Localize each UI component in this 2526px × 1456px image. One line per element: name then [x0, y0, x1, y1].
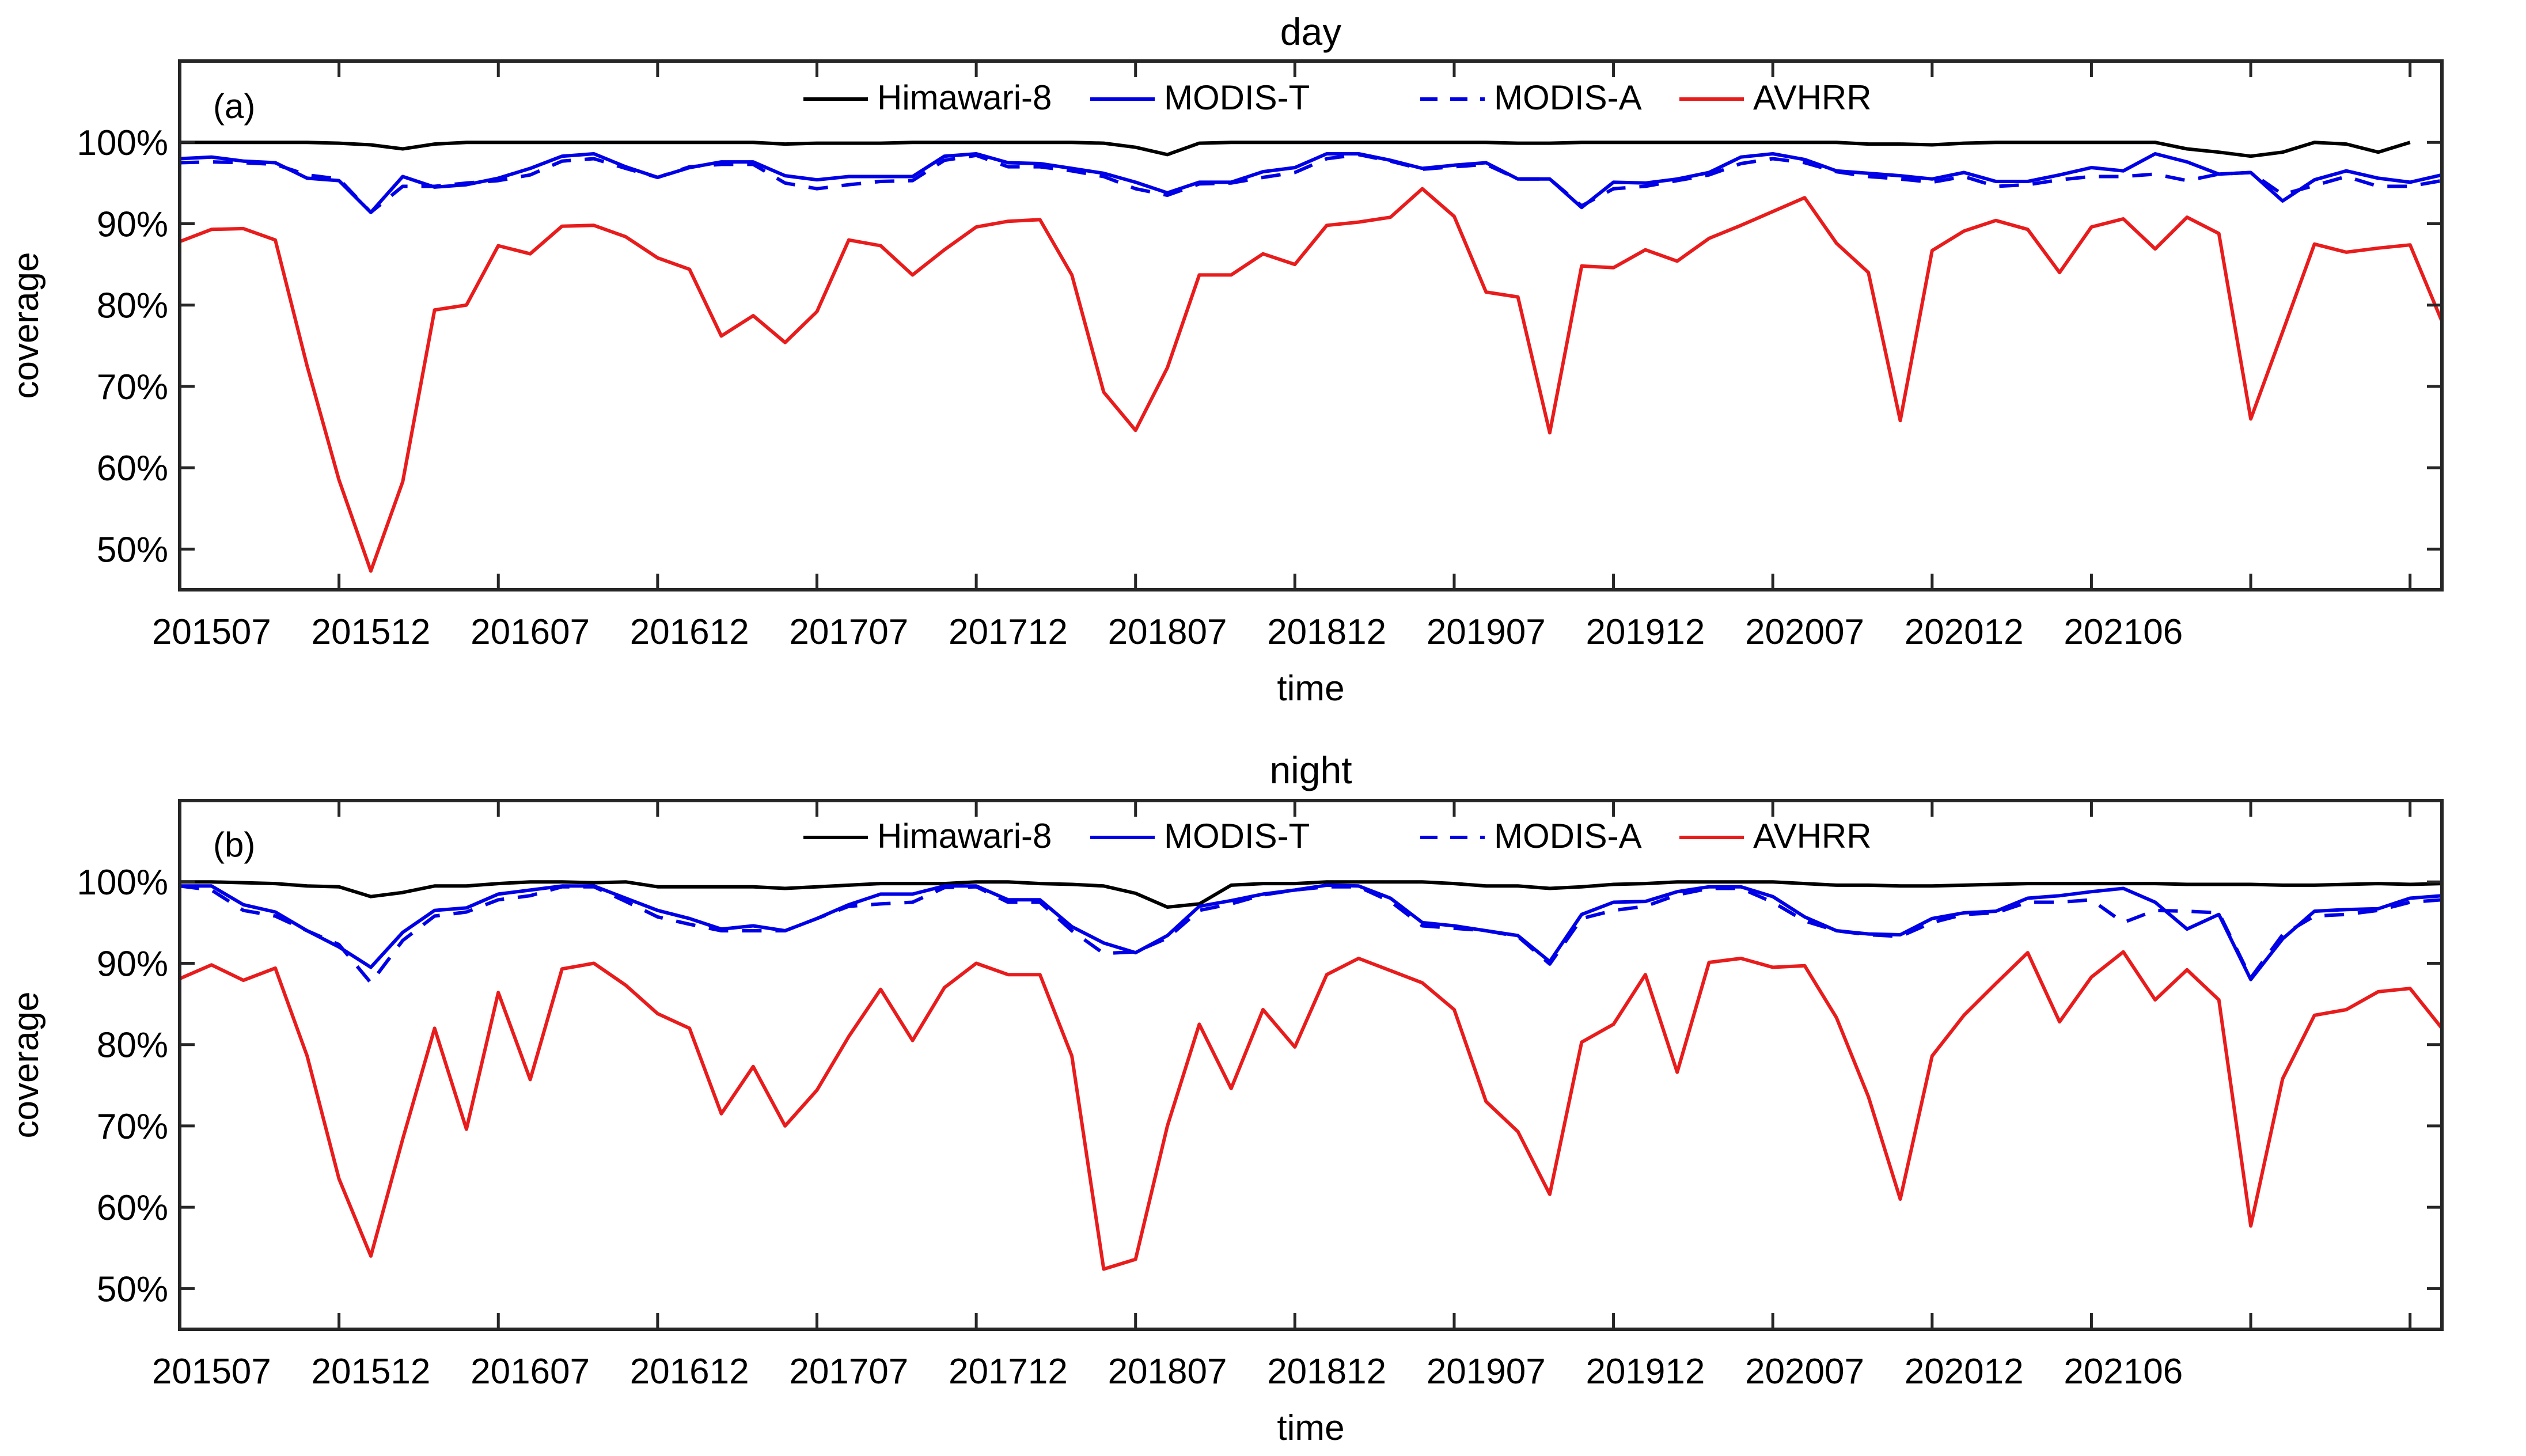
y-tick-label: 60%	[97, 449, 168, 488]
series-line-modis-a	[179, 884, 2442, 985]
legend: Himawari-8 MODIS-T MODIS-A AVHRR	[803, 78, 1872, 117]
legend: Himawari-8 MODIS-T MODIS-A AVHRR	[803, 817, 1872, 855]
x-tick-label: 201507	[152, 612, 271, 652]
plot-frame	[178, 799, 2444, 1331]
legend-label: AVHRR	[1753, 78, 1872, 117]
y-tick-label: 90%	[97, 944, 168, 984]
y-tick-label: 60%	[97, 1188, 168, 1228]
x-tick-label: 202007	[1745, 612, 1864, 652]
y-tick-label: 80%	[97, 286, 168, 326]
y-tick-label: 70%	[97, 1107, 168, 1147]
x-tick-label: 201912	[1586, 1352, 1705, 1391]
x-tick-label: 201607	[471, 1352, 590, 1391]
x-tick-label: 201612	[630, 1352, 749, 1391]
y-tick-label: 80%	[97, 1026, 168, 1066]
chart-night: night 50%60%70%80%90%100% 201507 201512 20…	[6, 749, 2444, 1448]
legend-label: MODIS-T	[1164, 817, 1310, 855]
x-ticks: 201507 201512 201607 201612 201707 201712 2018…	[152, 61, 2412, 652]
series-line-avhrr	[179, 187, 2444, 573]
x-ticks: 201507 201512 201607 201612 201707 201712 2018…	[152, 801, 2412, 1391]
series-line-himawari-8	[180, 880, 2442, 909]
y-tick-label: 70%	[97, 367, 168, 407]
x-tick-label: 201607	[471, 612, 590, 652]
series-lines	[179, 880, 2444, 1271]
x-tick-label: 201707	[789, 612, 908, 652]
y-ticks: 50% 60% 70% 80% 90% 100%	[77, 863, 2442, 1309]
x-tick-label: 201812	[1267, 1352, 1386, 1391]
x-tick-label: 202106	[2064, 1352, 2183, 1391]
y-tick-label: 100%	[77, 123, 168, 163]
x-tick-label: 201712	[949, 612, 1068, 652]
series-line-modis-t	[179, 152, 2442, 214]
chart-title: night	[1269, 749, 1352, 791]
panel-label: (b)	[213, 825, 255, 864]
x-tick-label: 201507	[152, 1352, 271, 1391]
y-ticks: 50% 60% 70% 80% 90% 100%	[77, 123, 2442, 570]
x-tick-label: 201912	[1586, 612, 1705, 652]
series-lines	[179, 141, 2444, 573]
x-tick-label: 201612	[630, 612, 749, 652]
x-tick-label: 201807	[1108, 1352, 1227, 1391]
legend-label: AVHRR	[1753, 817, 1872, 855]
x-tick-label: 201707	[789, 1352, 908, 1391]
legend-label: MODIS-T	[1164, 78, 1310, 117]
y-tick-label: 90%	[97, 204, 168, 244]
legend-label: Himawari-8	[877, 78, 1052, 117]
plot-frame	[178, 59, 2444, 592]
y-axis-label: coverage	[6, 991, 46, 1138]
y-tick-label: 50%	[97, 1269, 168, 1309]
series-line-avhrr	[179, 950, 2444, 1271]
x-tick-label: 201512	[311, 612, 430, 652]
x-tick-label: 201712	[949, 1352, 1068, 1391]
x-tick-label: 202007	[1745, 1352, 1864, 1391]
chart-day: day 50% 60% 70% 80% 90% 100% 201507 201512 2016…	[6, 10, 2444, 708]
legend-label: MODIS-A	[1494, 817, 1642, 855]
x-tick-label: 201907	[1427, 1352, 1546, 1391]
chart-title: day	[1280, 10, 1341, 53]
x-tick-label: 202012	[1905, 612, 2024, 652]
x-tick-label: 202012	[1905, 1352, 2024, 1391]
series-line-modis-a	[179, 153, 2442, 214]
y-axis-label: coverage	[6, 252, 46, 399]
x-axis-label: time	[1277, 1408, 1344, 1448]
x-tick-label: 201512	[311, 1352, 430, 1391]
x-tick-label: 202106	[2064, 612, 2183, 652]
y-tick-label: 50%	[97, 530, 168, 570]
x-tick-label: 201907	[1427, 612, 1546, 652]
x-tick-label: 201807	[1108, 612, 1227, 652]
y-tick-label: 100%	[77, 863, 168, 903]
panel-label: (a)	[213, 87, 255, 126]
series-line-himawari-8	[180, 141, 2411, 158]
legend-label: Himawari-8	[877, 817, 1052, 855]
x-tick-label: 201812	[1267, 612, 1386, 652]
legend-label: MODIS-A	[1494, 78, 1642, 117]
x-axis-label: time	[1277, 669, 1344, 708]
